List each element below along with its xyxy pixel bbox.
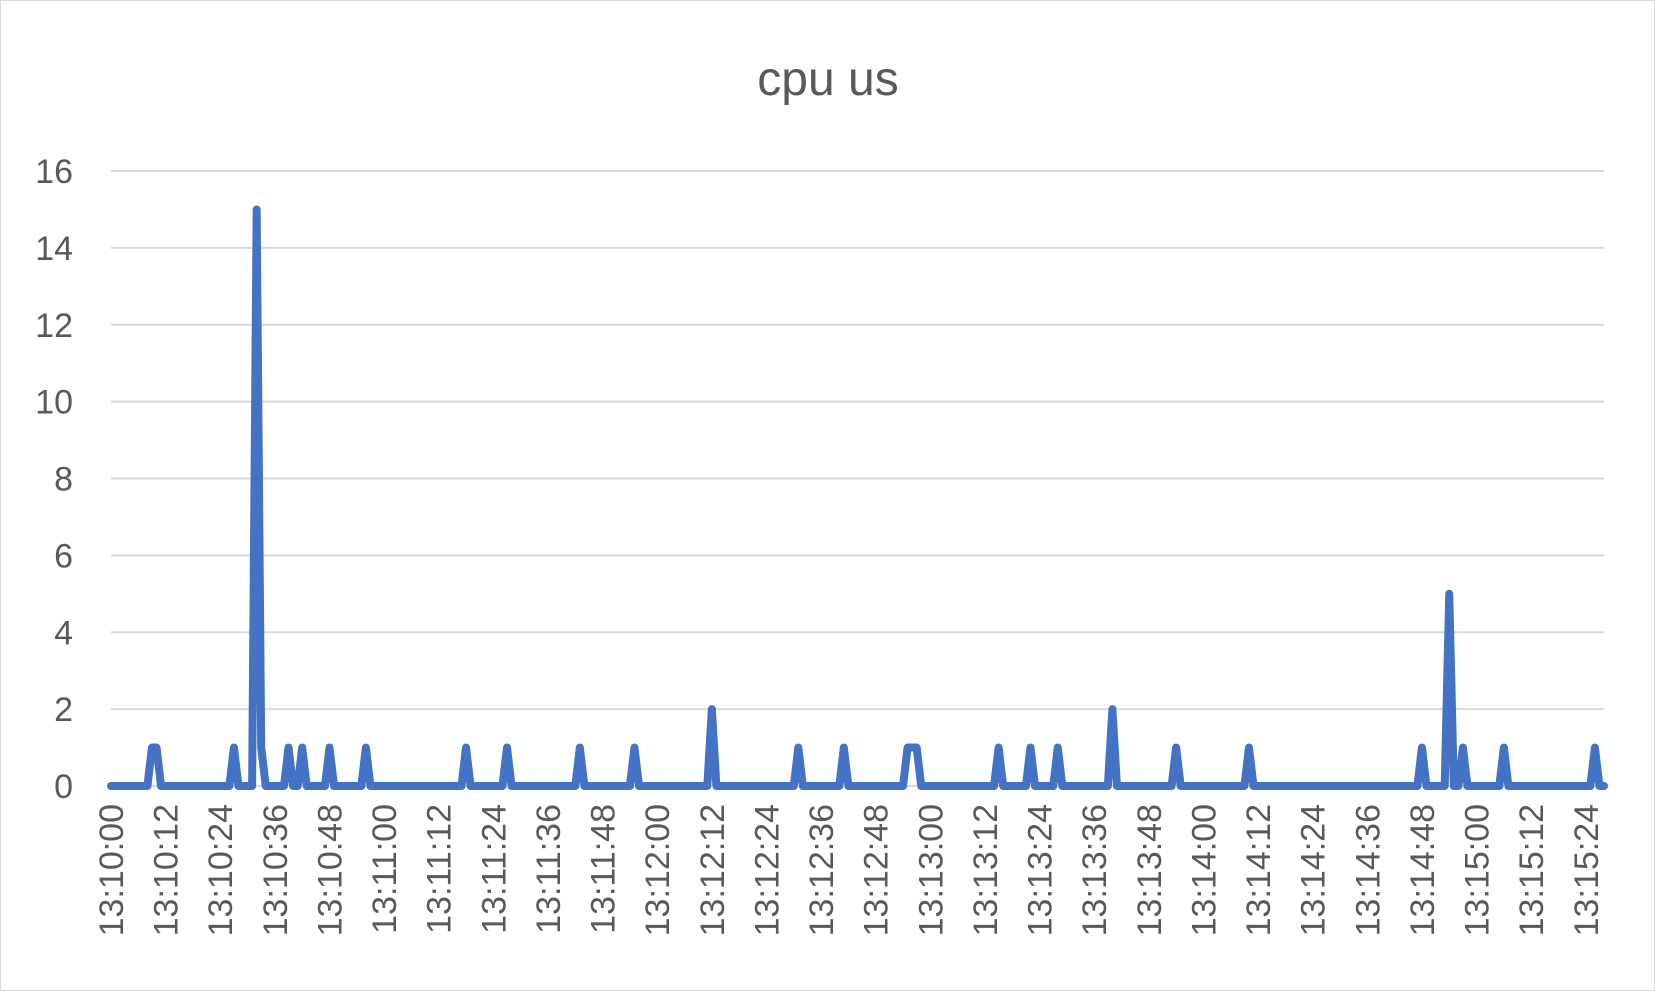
x-tick-label: 13:11:12 — [421, 804, 459, 934]
y-tick-label: 16 — [35, 153, 73, 191]
x-tick-label: 13:14:12 — [1240, 804, 1278, 936]
x-tick-label: 13:15:24 — [1568, 804, 1606, 936]
y-tick-label: 12 — [35, 307, 73, 345]
y-tick-label: 4 — [54, 614, 73, 652]
x-tick-label: 13:15:12 — [1513, 804, 1551, 936]
y-tick-label: 2 — [54, 691, 73, 729]
x-tick-label: 13:12:36 — [803, 804, 841, 936]
x-tick-label: 13:11:24 — [475, 804, 513, 934]
x-tick-label: 13:12:00 — [639, 804, 677, 936]
x-tick-label: 13:12:48 — [858, 804, 896, 936]
x-axis-ticks: 13:10:00 13:10:12 13:10:24 13:10:36 13:10:48… — [93, 804, 1606, 936]
series-layer — [107, 205, 1608, 790]
x-tick-label: 13:13:12 — [967, 804, 1005, 936]
y-tick-label: 8 — [54, 461, 73, 499]
x-tick-label: 13:11:48 — [585, 804, 623, 934]
x-tick-label: 13:14:24 — [1295, 804, 1333, 936]
y-tick-label: 6 — [54, 537, 73, 575]
y-axis-ticks: 0 2 4 6 8 10 12 14 16 — [35, 153, 73, 806]
x-tick-label: 13:10:00 — [93, 804, 131, 936]
y-tick-label: 10 — [35, 384, 73, 422]
x-tick-label: 13:10:36 — [257, 804, 295, 936]
chart-title: cpu us — [757, 53, 898, 106]
x-tick-label: 13:14:36 — [1349, 804, 1387, 936]
y-tick-label: 14 — [35, 230, 73, 268]
x-tick-label: 13:13:36 — [1076, 804, 1114, 936]
x-tick-label: 13:11:36 — [530, 804, 568, 934]
x-tick-label: 13:15:00 — [1459, 804, 1497, 936]
x-tick-label: 13:10:48 — [311, 804, 349, 936]
gridlines — [111, 170, 1604, 787]
x-tick-label: 13:14:48 — [1404, 804, 1442, 936]
x-tick-label: 13:12:24 — [748, 804, 786, 936]
series-line — [107, 205, 1608, 790]
x-tick-label: 13:11:00 — [366, 804, 404, 934]
x-tick-label: 13:12:12 — [694, 804, 732, 936]
x-tick-label: 13:10:24 — [202, 804, 240, 936]
x-tick-label: 13:10:12 — [148, 804, 186, 936]
y-tick-label: 0 — [54, 768, 73, 806]
x-tick-label: 13:13:24 — [1022, 804, 1060, 936]
x-tick-label: 13:14:00 — [1185, 804, 1223, 936]
x-tick-label: 13:13:00 — [912, 804, 950, 936]
x-tick-label: 13:13:48 — [1131, 804, 1169, 936]
